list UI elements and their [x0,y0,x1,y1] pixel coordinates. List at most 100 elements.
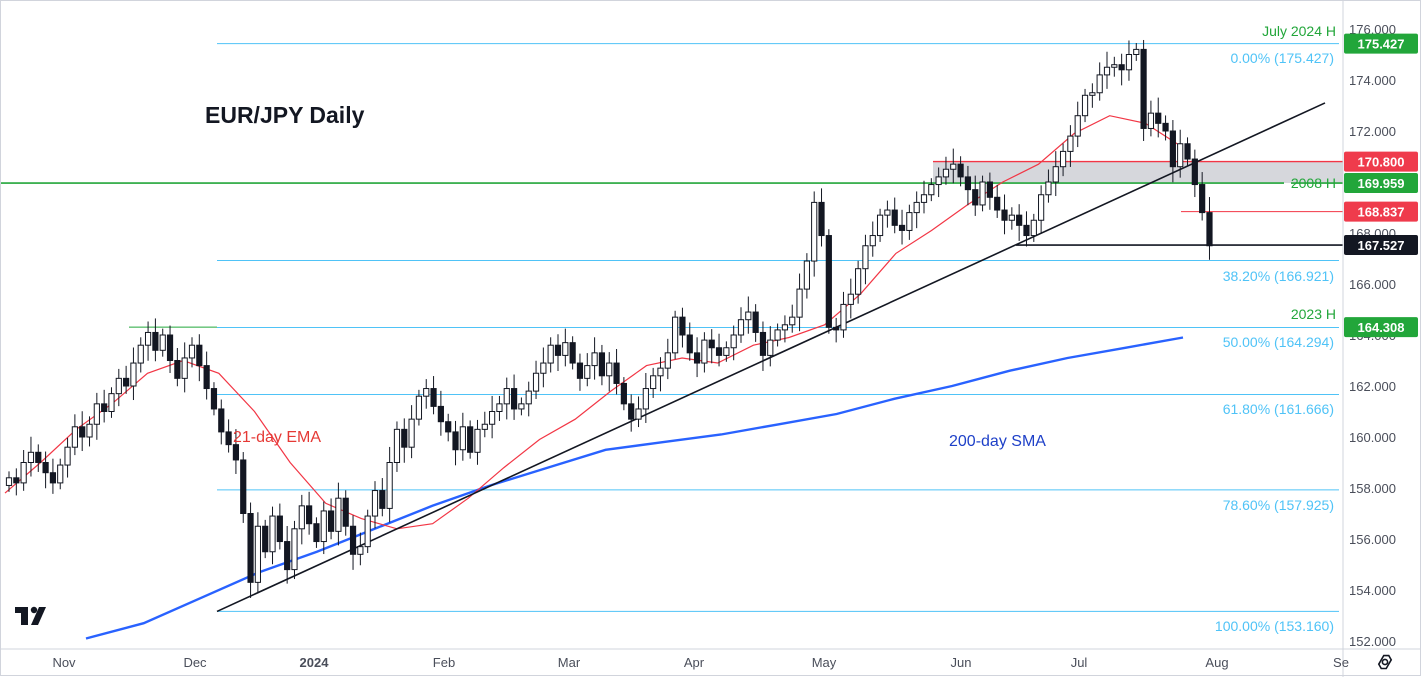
candle [467,420,474,459]
candle [393,421,401,472]
candle-body [218,408,225,433]
settings-gear-button[interactable] [1371,649,1399,675]
candle-body [64,446,71,466]
candle [108,387,115,418]
candle-body [701,339,708,364]
resistance-badge: 170.800 [1344,151,1418,172]
candle [701,332,708,373]
candle-body [913,201,920,214]
resistance-badge-text: 170.800 [1358,155,1405,170]
candle [1001,194,1008,235]
candle-body [415,395,423,420]
candle-body [1184,143,1191,160]
candle [240,452,247,523]
candle [349,515,357,570]
candle [803,253,810,299]
candle [833,317,840,343]
candle [884,200,891,228]
candle-body [1067,135,1074,152]
candle-body [606,362,613,377]
candle [452,420,459,466]
x-tick-label: Jun [951,655,972,670]
candle [613,349,620,395]
candle-body [298,505,305,530]
candle-body [1147,112,1155,129]
candle-body [789,316,796,326]
candle [891,197,898,234]
price-badges-layer: 175.427 170.800 169.959 168.837 167.527 164.3… [1344,33,1418,338]
tradingview-logo-icon [15,605,59,631]
candle [693,337,701,378]
candle [27,436,35,477]
candle [196,334,203,382]
candle [152,318,159,362]
candle [437,390,444,436]
candle [342,490,349,536]
candle-body [1133,48,1140,56]
candle [79,411,86,452]
candle [672,310,679,360]
candle [664,338,671,380]
x-tick-label: Se [1333,655,1349,670]
candle-body [942,168,950,178]
candle [130,347,137,401]
high-2008-label: 2008 H [1291,175,1336,191]
candle [767,326,774,367]
candle-body [335,497,342,532]
level-168837-badge-text: 168.837 [1358,205,1405,220]
candle-body [247,513,254,583]
candle [423,379,430,409]
y-tick-label: 160.000 [1349,430,1396,445]
candle [686,322,693,361]
candle-body [1059,150,1067,168]
candle [1016,204,1023,241]
candle [401,418,408,463]
candle-body [906,212,913,231]
candle-body [1206,212,1213,247]
candle [1045,169,1052,203]
candle [93,392,100,440]
candle [759,321,767,371]
candle-body [862,245,869,270]
candle [635,396,642,428]
candle-body [232,444,240,461]
candle-body [115,377,122,395]
candle [481,411,488,438]
resistance-zone-layer [933,161,1343,184]
candle-body [137,344,144,364]
candle [386,446,393,523]
candle [606,352,613,392]
candle [1030,213,1037,242]
candle-body [49,472,57,484]
candle-body [825,235,832,328]
candle [415,389,423,426]
candle [101,389,108,423]
candle-body [327,510,335,532]
candle [774,323,781,347]
candle-body [928,184,935,196]
candle-body [1016,214,1023,226]
candle [291,520,298,580]
candle-body [79,426,86,438]
candle-body [876,214,884,237]
candle [35,444,42,472]
candle-body [584,365,591,379]
candle [869,221,876,257]
candle-body [1191,158,1198,186]
candle [957,156,964,187]
candle-body [20,462,27,484]
candle [1008,207,1015,230]
high-2008-badge-text: 169.959 [1358,176,1405,191]
candle [13,468,20,496]
candle [994,184,1001,218]
candle-body [1169,130,1176,168]
current-price-badge-bg [1344,235,1418,256]
candle-body [1103,66,1111,76]
candle-body [379,490,386,509]
candle [188,337,196,368]
candle [554,334,562,371]
candle [708,329,715,364]
candle-body [210,388,218,410]
